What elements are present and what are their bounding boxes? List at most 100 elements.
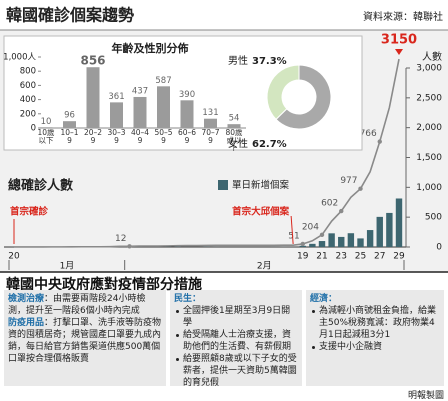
point (358, 186, 363, 191)
value-label: 3150 (381, 33, 417, 48)
x-tick-label-text: 20–29 (83, 129, 103, 145)
inset-box (3, 35, 363, 151)
value-label: 131 (202, 108, 218, 118)
line (14, 58, 400, 248)
column-heading: 民生： (174, 294, 202, 304)
bar (338, 236, 345, 247)
value-label: 10 (41, 117, 52, 127)
value-label: 437 (132, 86, 148, 96)
x-tick-label: 40–49 (130, 129, 150, 145)
y-tick-label: 400 (20, 95, 36, 105)
bar (157, 86, 170, 128)
bar (366, 230, 374, 247)
y2-tick-label: 0 (436, 243, 442, 253)
x-tick-label: 27 (374, 252, 385, 262)
value-label: 361 (108, 92, 124, 102)
value-label: 587 (155, 76, 171, 86)
value-label: 602 (321, 199, 338, 209)
column-heading: 經濟： (310, 294, 338, 304)
y-tick-label: 200 (20, 109, 36, 119)
item-text: ：由需要兩階段24小時檢測，提升至一階段6個小時內完成 (8, 294, 146, 316)
pie-slice (275, 64, 332, 130)
x-tick-label: 23 (336, 252, 347, 262)
x-tick-label-text: 30–39 (107, 129, 126, 145)
point (377, 139, 382, 144)
value-label: 390 (179, 90, 195, 100)
bar (110, 102, 123, 128)
charts: 韓國確診個案趨勢 資料來源：韓聯社 0 500 1,000 1,500 2,000 2,5… (0, 6, 448, 273)
bar (395, 198, 403, 247)
bullet: 支援中小企融資 (312, 341, 440, 353)
bullet: 全國押後1星期至3月9日開學 (176, 305, 298, 329)
bar (376, 216, 383, 247)
legend-swatch (218, 180, 228, 190)
legend-label: 單日新增個案 (232, 179, 290, 191)
value-label: 204 (302, 222, 319, 232)
y-tick-label: 0 (31, 124, 36, 134)
value-label: 977 (340, 176, 357, 186)
series-title: 總確診人數 (8, 178, 73, 194)
item-heading: 防疫用品 (8, 318, 45, 328)
bar (63, 121, 76, 128)
source: 資料來源：韓聯社 (363, 10, 443, 23)
bar (357, 238, 364, 247)
pie-label: 女性 (228, 137, 248, 150)
x-tick-label: 10–19 (60, 129, 79, 145)
month-label: 1月 (60, 261, 75, 272)
bar (309, 243, 316, 247)
x-tick-label-text: 10–19 (60, 129, 79, 145)
point (339, 208, 344, 214)
annotation-pointer (290, 215, 294, 245)
value-label: 1,766 (351, 129, 377, 139)
measures-title: 韓國中央政府應對疫情部分措施 (6, 277, 202, 293)
bar (299, 245, 306, 247)
y2-tick-label: 2,000 (416, 123, 442, 133)
x-tick-label-text: 60–69 (177, 129, 197, 145)
value-label: 96 (64, 111, 75, 121)
bar (318, 241, 326, 247)
bullet: 給要照顧8歲或以下子女的受薪者，提供一天資助5萬韓圜的育兒假 (176, 353, 298, 386)
bar (227, 124, 241, 128)
bullet: 為減輕小商號租金負擔，給業主50%稅務寬減：政府物業4月1日起減租3分1 (312, 305, 440, 341)
value-label: 51 (288, 231, 299, 241)
title: 韓國確診個案趨勢 (6, 6, 134, 25)
value-label: 54 (229, 114, 240, 124)
item-heading: 檢測治療 (8, 294, 45, 304)
x-tick-label: 70–79 (201, 129, 220, 145)
bar (133, 96, 147, 128)
y-tick-label: 600 (20, 81, 36, 91)
point (127, 244, 132, 249)
marker (395, 49, 403, 56)
y2-tick-label: 1,500 (416, 153, 442, 163)
bar (86, 67, 100, 128)
y2-tick-label: 3,000 (416, 64, 442, 74)
month-label: 2月 (257, 261, 272, 272)
x-tick-label: 80歲或以上 (225, 129, 242, 151)
bullet-list: 全國押後1星期至3月9日開學 給受隔離人士治療支援，資助他們的生活費、有薪假期 … (174, 305, 298, 386)
y-tick-label: 800 (20, 67, 36, 77)
y2-tick-label: 2,500 (416, 93, 442, 103)
measures-column: 民生： 全國押後1星期至3月9日開學 給受隔離人士治療支援，資助他們的生活費、有… (170, 290, 302, 386)
measure-item: 檢測治療：由需要兩階段24小時檢測，提升至一階段6個小時內完成 (8, 293, 162, 317)
bullet-list: 為減輕小商號租金負擔，給業主50%稅務寬減：政府物業4月1日起減租3分1 支援中… (310, 305, 440, 353)
bar (328, 233, 335, 247)
x-tick-label: 20 (8, 252, 20, 262)
x-tick-label-text: 70–79 (201, 129, 220, 145)
x-tick-label-text: 50–59 (154, 129, 173, 145)
bar (39, 127, 53, 128)
measure-item: 防疫用品：打擊口罩、洗手液等防疫物資的囤積居奇；規管國產口罩要九成內銷，每日給官… (8, 317, 162, 365)
point (300, 241, 305, 247)
bar (180, 100, 194, 128)
x-tick-label: 20–29 (83, 129, 103, 145)
annotation: 首宗確診 (10, 206, 49, 218)
x-tick-label: 25 (355, 252, 366, 262)
x-tick-label-text: 40–49 (130, 129, 150, 145)
y2-tick-label: 500 (425, 213, 442, 223)
bar (204, 118, 217, 128)
x-tick-label: 50–59 (154, 129, 173, 145)
y2-axis-title: 人數 (422, 50, 442, 63)
x-tick-label: 30–39 (107, 129, 126, 145)
bar (386, 212, 393, 247)
pie-value-label: 62.7% (252, 139, 287, 150)
